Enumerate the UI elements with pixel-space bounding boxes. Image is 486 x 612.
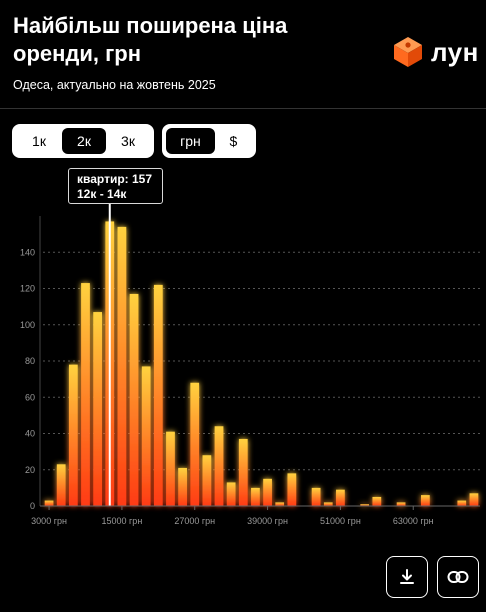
cube-logo-icon bbox=[394, 37, 422, 67]
histogram-bar[interactable] bbox=[323, 502, 333, 506]
header-divider bbox=[0, 108, 486, 109]
histogram-bar[interactable] bbox=[56, 464, 66, 506]
y-tick-label: 20 bbox=[25, 465, 35, 475]
histogram-bar[interactable] bbox=[153, 284, 163, 506]
step-option-1k[interactable]: 1к bbox=[32, 133, 46, 149]
histogram-bar[interactable] bbox=[275, 502, 285, 506]
y-tick-label: 80 bbox=[25, 356, 35, 366]
x-tick-label: 63000 грн bbox=[393, 516, 434, 526]
histogram-bar[interactable] bbox=[178, 467, 187, 506]
histogram-bar[interactable] bbox=[93, 312, 102, 506]
histogram-bar[interactable] bbox=[469, 493, 479, 506]
y-tick-label: 140 bbox=[20, 247, 35, 257]
room-step-selector: 1к 2к 3к bbox=[12, 124, 154, 158]
currency-selector: грн $ bbox=[162, 124, 256, 158]
step-option-3k[interactable]: 3к bbox=[121, 133, 135, 149]
histogram-bar[interactable] bbox=[44, 500, 54, 506]
histogram-bar[interactable] bbox=[396, 502, 406, 506]
histogram-bar[interactable] bbox=[226, 482, 236, 506]
histogram-bar[interactable] bbox=[287, 473, 297, 506]
histogram-bar[interactable] bbox=[421, 495, 430, 506]
histogram-bar[interactable] bbox=[202, 455, 212, 506]
y-tick-label: 40 bbox=[25, 429, 35, 439]
x-tick-label: 3000 грн bbox=[31, 516, 67, 526]
price-histogram: 0 20 40 60 80 100 120 140 3000 грн 15000 грн 27000… bbox=[20, 204, 480, 526]
histogram-bar[interactable] bbox=[214, 426, 224, 506]
download-button[interactable] bbox=[386, 556, 428, 598]
x-tick-label: 15000 грн bbox=[102, 516, 143, 526]
y-tick-label: 120 bbox=[20, 284, 35, 294]
currency-option-uah[interactable]: грн bbox=[166, 128, 215, 154]
histogram-bar[interactable] bbox=[166, 431, 175, 506]
histogram-bar[interactable] bbox=[372, 496, 382, 506]
histogram-bar[interactable] bbox=[81, 283, 90, 506]
histogram-bar[interactable] bbox=[141, 366, 151, 506]
y-tick-label: 100 bbox=[20, 320, 35, 330]
histogram-bar[interactable] bbox=[457, 500, 467, 506]
histogram-bar[interactable] bbox=[251, 487, 260, 506]
histogram-bar[interactable] bbox=[68, 364, 78, 506]
currency-option-usd[interactable]: $ bbox=[229, 133, 238, 149]
histogram-bar[interactable] bbox=[190, 382, 200, 506]
bar-tooltip: квартир: 157 12к - 14к bbox=[68, 168, 163, 204]
link-icon bbox=[447, 571, 469, 583]
y-tick-label: 60 bbox=[25, 392, 35, 402]
histogram-bar[interactable] bbox=[360, 504, 370, 506]
logo: лун bbox=[393, 36, 479, 68]
histogram-bar[interactable] bbox=[311, 487, 321, 506]
histogram-bar[interactable] bbox=[263, 478, 272, 506]
tooltip-count: квартир: 157 bbox=[77, 172, 153, 186]
histogram-bar[interactable] bbox=[336, 489, 345, 506]
page-subtitle: Одеса, актуально на жовтень 2025 bbox=[13, 78, 216, 92]
x-tick-label: 51000 грн bbox=[320, 516, 361, 526]
copy-link-button[interactable] bbox=[437, 556, 479, 598]
x-tick-label: 27000 грн bbox=[174, 516, 215, 526]
step-option-2k[interactable]: 2к bbox=[62, 128, 106, 154]
histogram-bar[interactable] bbox=[129, 293, 139, 506]
x-tick-label: 39000 грн bbox=[247, 516, 288, 526]
histogram-bar[interactable] bbox=[238, 438, 248, 506]
tooltip-range: 12к - 14к bbox=[77, 187, 127, 201]
page-title: Найбільш поширена ціна оренди, грн bbox=[13, 13, 288, 66]
y-tick-label: 0 bbox=[30, 501, 35, 511]
download-icon bbox=[400, 569, 414, 584]
histogram-bar[interactable] bbox=[117, 226, 127, 506]
logo-text: лун bbox=[431, 36, 479, 67]
